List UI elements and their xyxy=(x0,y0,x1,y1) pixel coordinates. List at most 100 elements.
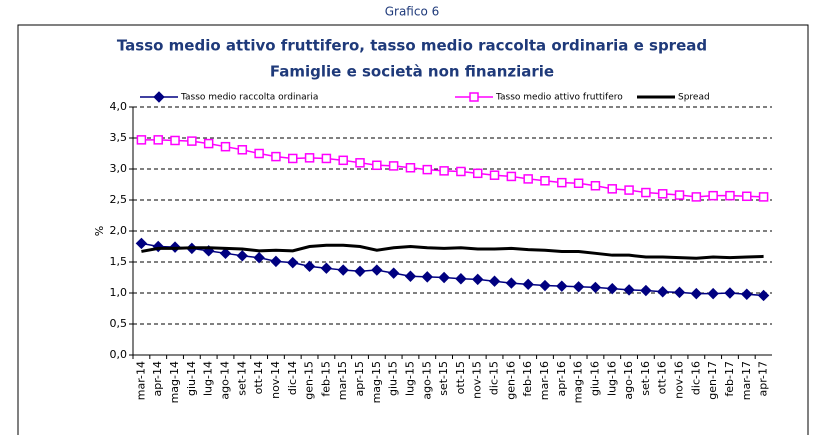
data-point xyxy=(355,158,365,168)
data-point xyxy=(405,163,416,173)
data-point xyxy=(741,288,753,300)
data-point xyxy=(573,178,584,189)
x-tick-label: ott-16 xyxy=(656,361,669,394)
x-tick-label: nov-16 xyxy=(673,361,686,399)
x-tick-label: mar-14 xyxy=(134,361,147,400)
x-tick-label: apr-16 xyxy=(555,361,568,397)
data-point xyxy=(640,284,652,297)
data-point xyxy=(404,270,417,282)
data-point xyxy=(489,170,500,180)
data-point xyxy=(320,262,333,274)
data-point xyxy=(254,148,264,159)
data-point xyxy=(707,287,719,300)
y-tick-label: 3,5 xyxy=(110,131,128,144)
x-tick-label: giu-15 xyxy=(387,361,400,396)
x-tick-label: mar-15 xyxy=(336,361,349,400)
data-point xyxy=(220,141,231,152)
data-point xyxy=(690,287,703,300)
x-tick-label: set-15 xyxy=(437,361,450,396)
y-tick-label: 0,5 xyxy=(110,317,128,330)
data-point xyxy=(455,273,467,285)
y-tick-label: 1,0 xyxy=(110,286,128,299)
data-point xyxy=(371,264,383,276)
data-point xyxy=(170,135,180,146)
data-point xyxy=(673,286,686,299)
data-point xyxy=(505,277,518,289)
data-point xyxy=(354,265,366,278)
data-point xyxy=(589,281,602,294)
x-tick-label: dic-16 xyxy=(689,361,702,395)
x-tick-label: gen-15 xyxy=(303,361,316,400)
data-point xyxy=(758,192,769,202)
y-tick-label: 0,0 xyxy=(110,348,128,361)
x-tick-label: mag-16 xyxy=(572,361,585,403)
x-tick-label: lug-16 xyxy=(605,361,618,396)
x-tick-label: mar-16 xyxy=(538,361,551,400)
series-line xyxy=(141,242,764,297)
data-point xyxy=(372,160,382,171)
series-line xyxy=(141,139,764,198)
x-tick-label: mag-15 xyxy=(370,361,383,403)
y-tick-label: 2,0 xyxy=(110,224,128,237)
x-tick-label: mar-17 xyxy=(740,361,753,400)
data-point xyxy=(557,177,567,188)
x-tick-label: apr-15 xyxy=(353,361,366,397)
data-point xyxy=(572,281,585,293)
data-point xyxy=(674,190,685,200)
data-point xyxy=(606,282,618,295)
data-point xyxy=(271,151,281,162)
x-tick-label: gen-16 xyxy=(504,361,517,400)
legend-marker xyxy=(469,92,479,102)
data-point xyxy=(236,250,249,262)
x-tick-label: ago-14 xyxy=(218,361,231,400)
data-point xyxy=(388,161,399,171)
x-tick-label: lug-14 xyxy=(202,361,215,396)
data-point xyxy=(725,190,735,201)
data-point xyxy=(607,184,617,194)
data-point xyxy=(742,191,752,202)
chart-subtitle: Famiglie e società non finanziarie xyxy=(270,63,554,81)
data-point xyxy=(641,187,651,198)
data-point xyxy=(657,189,668,199)
data-point xyxy=(253,251,265,264)
data-point xyxy=(422,164,433,175)
x-tick-label: lug-15 xyxy=(403,361,416,396)
data-point xyxy=(506,171,517,182)
data-point xyxy=(219,247,232,260)
x-tick-label: feb-15 xyxy=(319,361,332,397)
data-point xyxy=(456,166,466,177)
data-point xyxy=(203,138,214,149)
data-point xyxy=(708,190,718,201)
x-tick-label: ott-15 xyxy=(454,361,467,394)
legend-label: Tasso medio raccolta ordinaria xyxy=(180,93,318,103)
data-point xyxy=(136,135,147,145)
x-tick-label: ago-16 xyxy=(622,361,635,400)
data-point xyxy=(556,280,568,292)
x-tick-label: nov-14 xyxy=(269,361,282,399)
data-point xyxy=(540,176,550,186)
data-point xyxy=(438,271,450,284)
series-line xyxy=(141,243,764,260)
data-point xyxy=(439,166,449,176)
data-point xyxy=(321,153,332,164)
x-tick-label: giu-16 xyxy=(588,361,601,396)
x-tick-label: giu-14 xyxy=(185,361,198,396)
legend-marker xyxy=(153,91,165,103)
y-tick-label: 2,5 xyxy=(110,193,128,206)
x-tick-label: dic-14 xyxy=(286,361,299,395)
data-point xyxy=(691,192,702,202)
x-tick-label: apr-14 xyxy=(151,361,164,397)
x-tick-label: feb-17 xyxy=(723,361,736,397)
y-tick-label: 1,5 xyxy=(110,255,128,268)
x-tick-label: set-14 xyxy=(235,361,248,396)
y-tick-label: 3,0 xyxy=(110,162,128,175)
data-point xyxy=(303,260,316,273)
data-point xyxy=(270,255,282,268)
y-tick-label: 4,0 xyxy=(110,100,128,113)
data-point xyxy=(523,174,533,184)
data-point xyxy=(237,145,248,155)
data-point xyxy=(288,153,298,164)
data-point xyxy=(338,155,348,166)
